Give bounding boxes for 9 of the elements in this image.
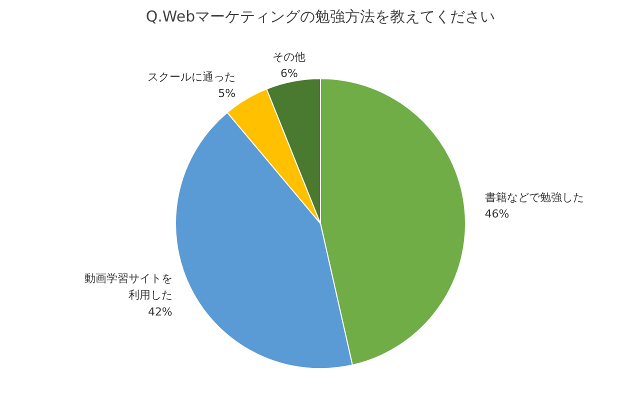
slice-label: 書籍などで勉強した — [484, 190, 584, 204]
slice-label: その他 — [272, 50, 306, 64]
data-label: 6% — [280, 67, 298, 80]
data-label: 46% — [484, 208, 510, 221]
data-label: 42% — [148, 306, 172, 319]
slice-label: 動画学習サイトを利用した — [84, 272, 172, 302]
slice-label: スクールに通った — [148, 70, 236, 84]
data-label: 5% — [218, 87, 236, 100]
chart-title: Q.Webマーケティングの勉強方法を教えてください — [146, 8, 496, 26]
